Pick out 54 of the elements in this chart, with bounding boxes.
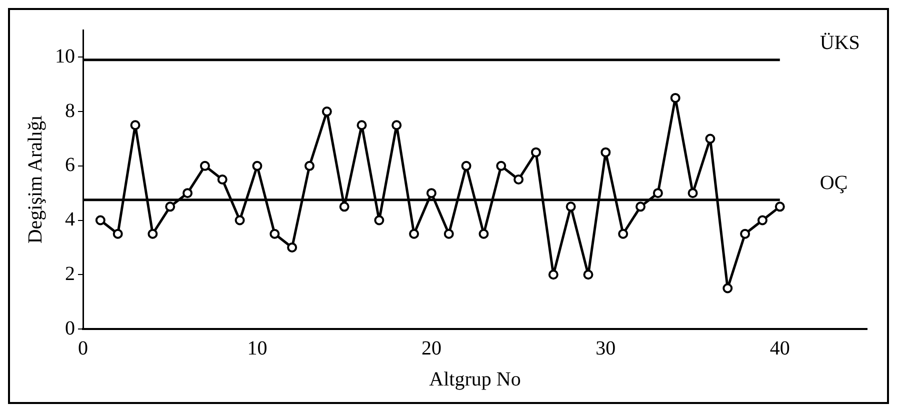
point: [583, 270, 594, 280]
y-tick-label: 6: [65, 154, 75, 176]
point: [566, 202, 576, 212]
x-tick-label: 40: [770, 337, 790, 360]
point: [636, 202, 646, 212]
point: [287, 242, 298, 252]
point: [600, 147, 611, 158]
y-tick-label: 2: [65, 262, 75, 285]
point: [95, 215, 106, 226]
point: [478, 228, 489, 239]
x-tick-label: 30: [596, 337, 616, 360]
x-tick-label: 20: [421, 337, 442, 360]
y-axis-title: Degişim Aralığı: [24, 114, 46, 244]
y-tick-label: 4: [65, 208, 75, 231]
point: [234, 215, 245, 226]
point: [722, 283, 733, 294]
point: [304, 160, 314, 171]
point: [252, 160, 262, 171]
point: [618, 228, 628, 239]
point: [130, 120, 140, 130]
point: [270, 228, 280, 239]
point: [740, 228, 750, 239]
point: [670, 92, 680, 103]
point: [774, 202, 785, 212]
point: [392, 120, 402, 130]
point: [182, 188, 193, 198]
point: [322, 106, 332, 117]
point: [200, 160, 210, 171]
point: [112, 228, 123, 239]
point: [757, 215, 768, 226]
point: [652, 188, 663, 198]
point: [461, 160, 472, 171]
point: [339, 202, 350, 212]
point: [705, 134, 716, 144]
point: [217, 174, 228, 184]
ref-line-label: ÜKS: [820, 32, 860, 54]
point: [409, 228, 420, 239]
point: [530, 147, 541, 158]
point: [426, 188, 436, 198]
point: [548, 270, 558, 280]
point: [148, 228, 158, 239]
y-tick-label: 10: [55, 45, 75, 68]
point: [514, 174, 524, 184]
point: [356, 120, 367, 130]
point: [374, 215, 384, 226]
y-tick-label: 8: [65, 100, 75, 122]
point: [496, 160, 506, 171]
point: [688, 188, 698, 198]
x-axis-title: Altgrup No: [429, 368, 521, 390]
point: [444, 228, 454, 239]
y-tick-label: 0: [65, 317, 75, 340]
ref-line-label: OÇ: [820, 172, 848, 194]
point: [165, 202, 176, 212]
x-tick-label: 10: [247, 337, 268, 360]
